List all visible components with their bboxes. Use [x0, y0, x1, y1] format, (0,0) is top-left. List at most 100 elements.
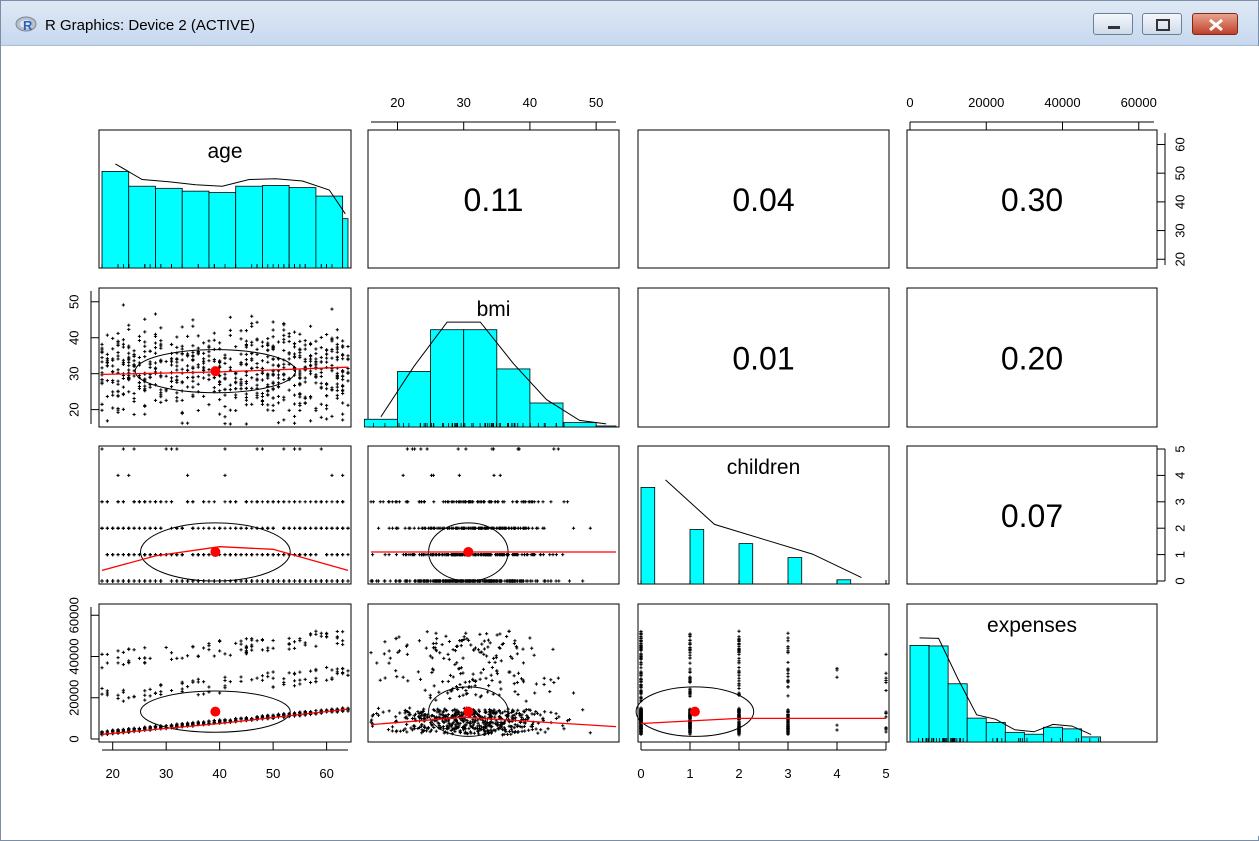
scatter-point [292, 646, 297, 650]
scatter-point [159, 393, 163, 397]
scatter-point [425, 447, 429, 451]
scatter-point [223, 356, 227, 360]
scatter-point [255, 372, 259, 377]
scatter-point [266, 389, 270, 393]
scatter-point [341, 370, 345, 374]
scatter-point [314, 347, 318, 351]
scatter-point [346, 403, 350, 407]
scatter-point [495, 669, 499, 673]
scatter-point [688, 642, 692, 647]
correlation-value-age-children: 0.04 [732, 182, 794, 218]
scatter-point [341, 391, 345, 396]
scatter-point [105, 360, 109, 364]
scatter-point [493, 660, 497, 665]
scatter-point [260, 378, 265, 382]
title-bar[interactable]: R R Graphics: Device 2 (ACTIVE) [1, 1, 1258, 46]
scatter-point [244, 352, 248, 356]
histogram-bar [1081, 736, 1102, 743]
plot-canvas: age bmi children expenses 0.11 0.04 0.30 0.01 0.… [2, 46, 1259, 836]
scatter-point [588, 731, 592, 735]
histogram-bar [1062, 728, 1082, 743]
scatter-point [121, 407, 125, 411]
histogram-bar [235, 185, 263, 269]
scatter-point [282, 340, 286, 344]
scatter-point [481, 667, 486, 671]
scatter-point [202, 365, 206, 369]
scatter-point [549, 500, 553, 504]
scatter-point [314, 629, 318, 633]
scatter-point [442, 727, 446, 731]
scatter-point [325, 665, 329, 670]
scatter-point [153, 312, 158, 316]
scatter-point [282, 333, 286, 337]
scatter-point [153, 351, 158, 355]
scatter-point [218, 649, 222, 653]
scatter-point [196, 350, 200, 354]
scatter-point [319, 360, 323, 364]
scatter-point [376, 526, 381, 530]
scatter-point [185, 376, 190, 380]
scatter-point [455, 661, 459, 665]
scatter-point [191, 318, 195, 322]
maximize-button[interactable] [1142, 13, 1182, 35]
scatter-point [260, 579, 265, 583]
scatter-point [459, 672, 463, 676]
scatter-point [266, 526, 270, 530]
axis-tick-label: 5 [882, 766, 889, 781]
axis-tick-label: 4 [1172, 472, 1187, 479]
scatter-point [169, 358, 174, 362]
scatter-point [398, 711, 402, 715]
scatter-point [164, 389, 168, 393]
scatter-point [287, 408, 291, 412]
scatter-point [487, 684, 491, 688]
y-axis-left-expenses: 0 20000 40000 60000 [66, 597, 99, 743]
scatter-point [482, 647, 487, 651]
scatter-point [143, 384, 147, 388]
scatter-point [223, 387, 227, 391]
scatter-point [105, 333, 109, 337]
scatter-point [516, 692, 520, 697]
scatter-point [489, 673, 493, 677]
scatter-point [260, 553, 265, 557]
scatter-point [298, 351, 302, 355]
scatter-point [276, 381, 281, 385]
scatter-point [432, 684, 436, 688]
panel-bmi-children [637, 287, 890, 428]
axis-tick-label: 0 [637, 766, 644, 781]
scatter-point [308, 357, 313, 361]
scatter-point [554, 579, 558, 583]
scatter-point [319, 447, 323, 451]
scatter-point [191, 344, 195, 348]
scatter-point [325, 553, 329, 557]
x-axis-bottom-age: 20 30 40 50 60 [102, 742, 348, 781]
scatter-point [387, 526, 391, 530]
scatter-point [737, 665, 741, 670]
close-button[interactable] [1192, 13, 1238, 35]
scatter-point [271, 380, 275, 384]
scatter-point [212, 654, 216, 658]
scatter-point [308, 324, 313, 328]
scatter-point [207, 359, 211, 363]
scatter-point [408, 706, 412, 710]
minimize-icon [1108, 26, 1120, 29]
scatter-point [440, 642, 444, 647]
scatter-point [282, 447, 286, 451]
scatter-point [207, 553, 211, 557]
axis-tick-label: 40 [1172, 195, 1187, 209]
scatter-point [175, 364, 179, 368]
scatter-point [276, 394, 281, 399]
histogram-bar [363, 418, 398, 428]
scatter-point [538, 713, 542, 717]
scatter-point [461, 671, 465, 675]
scatter-point [153, 526, 158, 530]
scatter-point [448, 696, 452, 701]
scatter-point [298, 579, 302, 583]
scatter-point [239, 526, 243, 530]
scatter-point [132, 374, 136, 378]
scatter-point [159, 326, 163, 330]
scatter-point [196, 334, 200, 338]
minimize-button[interactable] [1093, 13, 1133, 35]
axis-tick-label: 0 [1172, 577, 1187, 584]
scatter-point [488, 641, 492, 645]
scatter-point [551, 647, 555, 651]
